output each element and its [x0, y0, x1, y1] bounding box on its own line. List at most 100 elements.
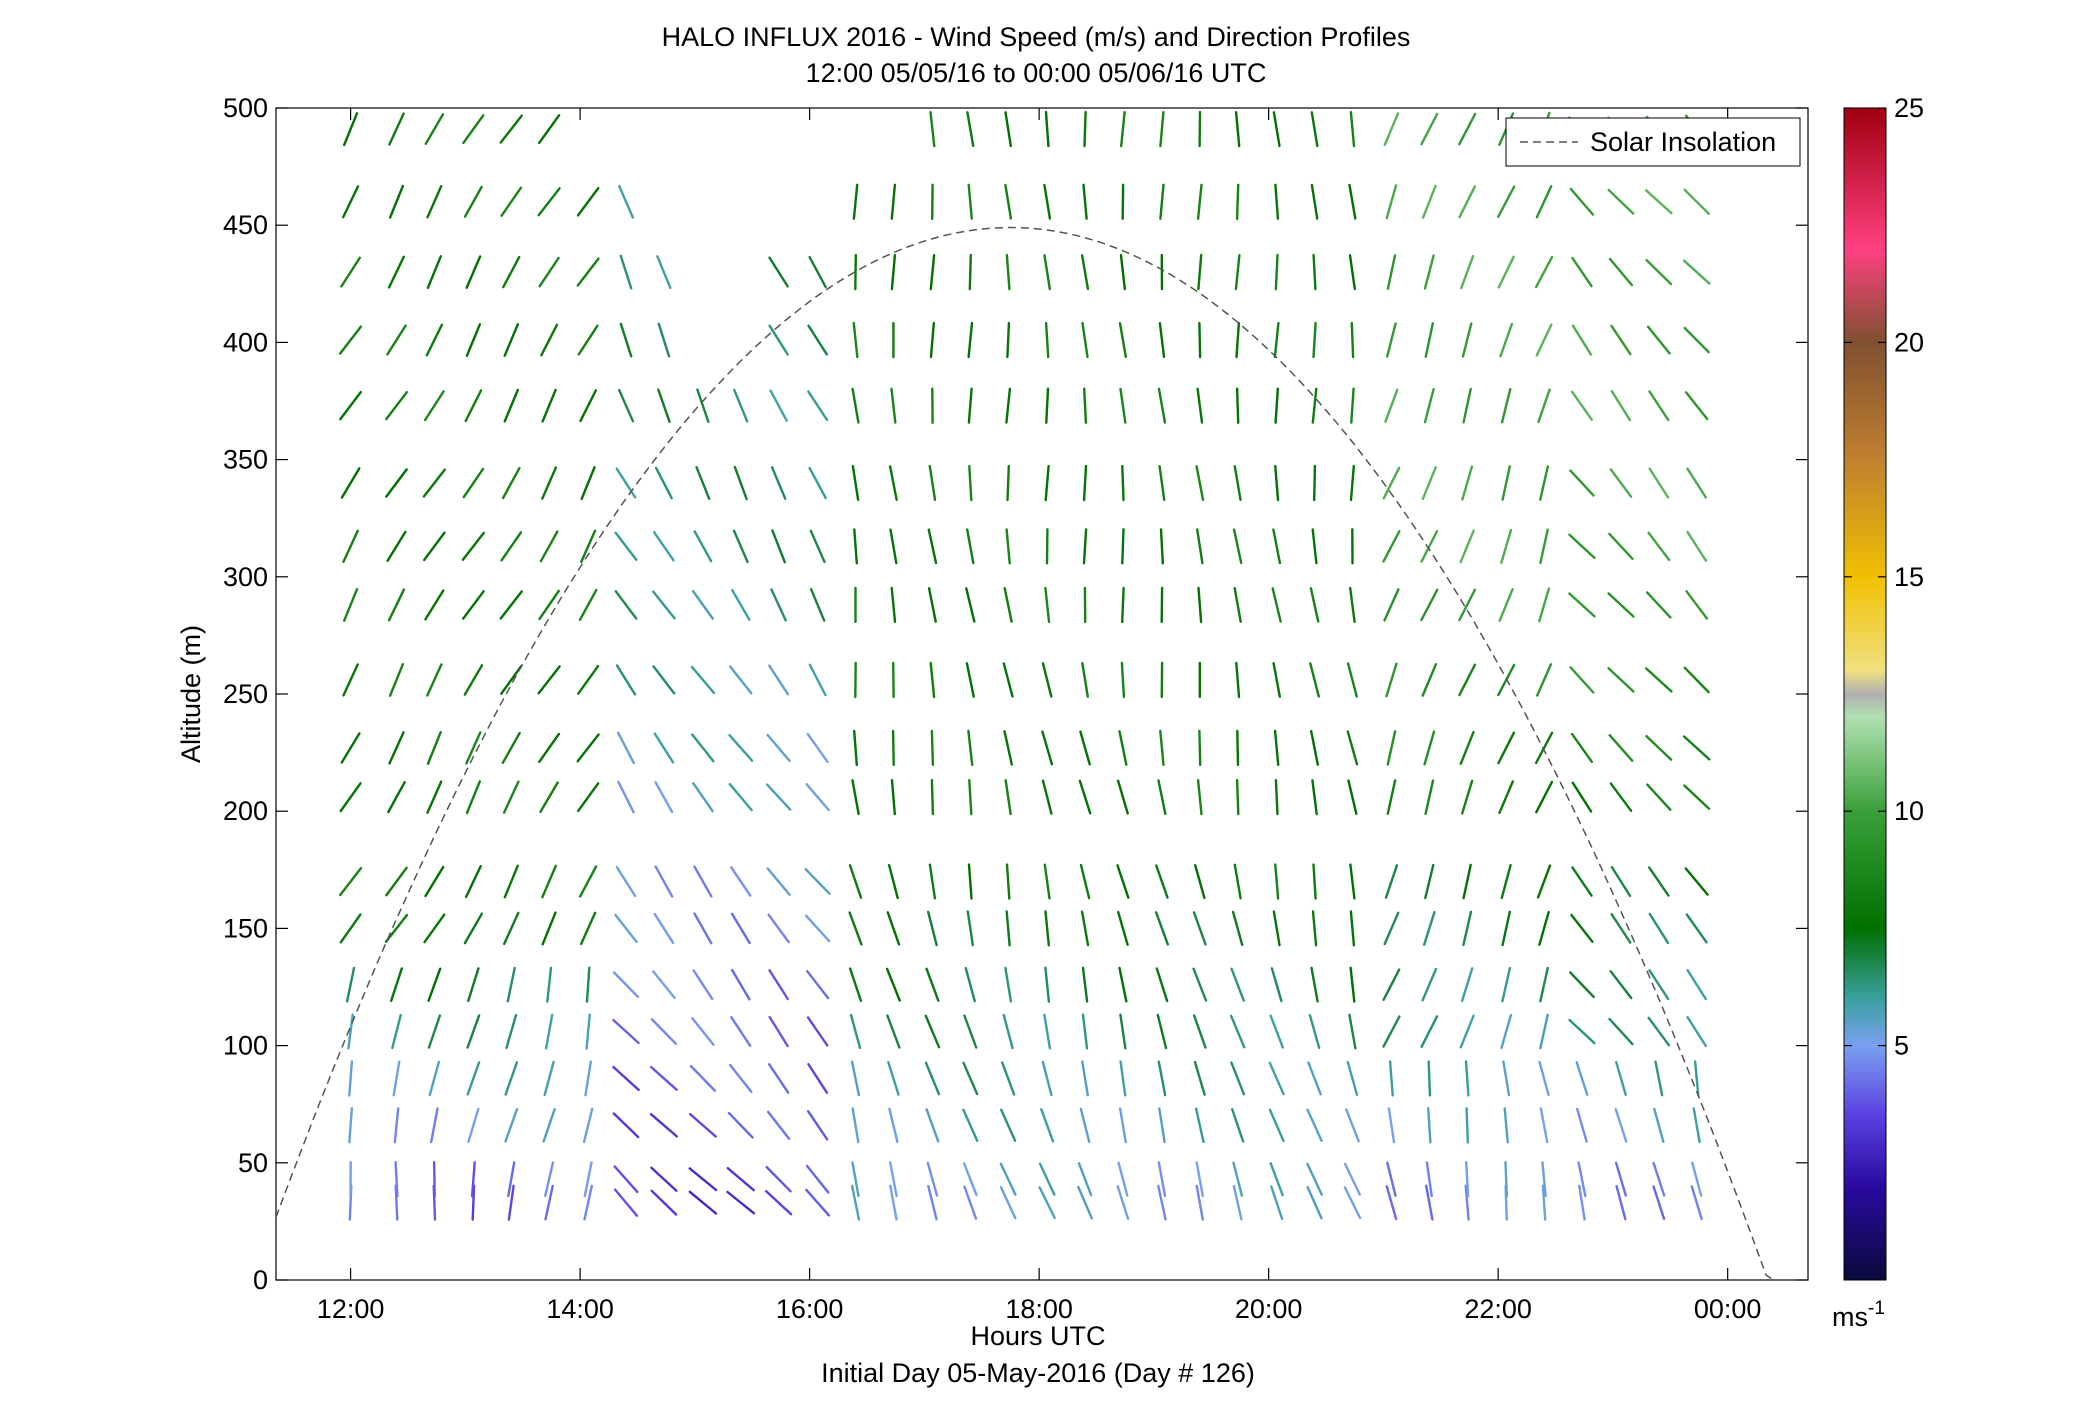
wind-barb — [1080, 254, 1090, 290]
wind-barb — [427, 967, 442, 1002]
x-tick-label: 14:00 — [546, 1294, 614, 1324]
wind-barb — [1423, 254, 1435, 290]
wind-barb — [1652, 1185, 1666, 1221]
wind-barb — [347, 1013, 354, 1050]
wind-barb — [463, 664, 484, 696]
wind-barb — [461, 531, 485, 561]
solar-insolation-curve — [275, 226, 1775, 1281]
wind-barb — [1424, 863, 1435, 900]
wind-barb — [888, 1107, 899, 1144]
wind-barb — [576, 257, 600, 287]
wind-barb — [348, 1060, 354, 1097]
wind-barb — [854, 253, 857, 291]
wind-barb — [848, 864, 863, 899]
wind-barb — [385, 468, 408, 498]
wind-barb — [733, 465, 748, 501]
wind-barb — [1306, 1108, 1323, 1143]
wind-barb — [966, 910, 974, 947]
wind-barb — [1040, 1108, 1055, 1143]
wind-barb — [1686, 1016, 1708, 1048]
wind-barb — [766, 1110, 791, 1140]
wind-barb — [614, 913, 638, 943]
wind-barb — [1311, 910, 1318, 947]
wind-barb — [732, 529, 749, 564]
wind-barb — [1645, 591, 1672, 619]
wind-barb — [929, 110, 936, 148]
wind-barb — [391, 1013, 402, 1050]
wind-barb — [466, 1014, 481, 1049]
wind-barb — [339, 390, 362, 421]
wind-barb — [689, 1064, 716, 1092]
wind-barb — [539, 530, 559, 563]
wind-barb — [807, 324, 828, 356]
wind-barb — [544, 1161, 555, 1198]
wind-barb — [1608, 532, 1634, 560]
wind-barb — [1569, 469, 1595, 497]
chart-subtitle: 12:00 05/05/16 to 00:00 05/06/16 UTC — [806, 58, 1267, 88]
wind-barb — [1157, 779, 1167, 815]
wind-barb — [462, 467, 485, 499]
wind-barb — [1003, 587, 1013, 623]
wind-barb — [1538, 1060, 1550, 1097]
x-axis-label-2: Initial Day 05-May-2016 (Day # 126) — [821, 1358, 1255, 1388]
wind-barb — [650, 1018, 677, 1045]
wind-barb — [1683, 666, 1710, 694]
wind-barb — [580, 529, 597, 564]
wind-barb — [1645, 259, 1673, 286]
wind-barb — [730, 968, 751, 1001]
wind-barb — [467, 967, 480, 1003]
wind-barb — [1272, 111, 1281, 148]
wind-barb — [424, 589, 445, 621]
wind-barb — [1462, 387, 1472, 424]
wind-barb — [1609, 468, 1633, 498]
wind-barb — [1498, 588, 1514, 622]
wind-barb — [585, 1013, 591, 1050]
wind-barb — [618, 184, 634, 219]
wind-barb — [1274, 387, 1280, 424]
wind-barb — [1501, 465, 1512, 501]
wind-barb — [1194, 1107, 1205, 1144]
wind-barb — [1230, 1061, 1246, 1096]
wind-barb — [614, 531, 638, 561]
wind-barb — [1575, 1107, 1588, 1143]
wind-barb — [1310, 966, 1319, 1003]
wind-barb — [1038, 1162, 1056, 1196]
wind-barb — [1503, 1107, 1509, 1144]
wind-barb — [1196, 387, 1204, 424]
wind-barb — [1607, 592, 1635, 618]
wind-barb — [541, 388, 557, 423]
wind-barb — [612, 1065, 640, 1092]
wind-barb — [1348, 1013, 1357, 1050]
wind-barb — [731, 589, 751, 621]
wind-barb — [767, 913, 790, 944]
wind-barb — [652, 970, 676, 1000]
wind-barb — [1458, 663, 1477, 697]
wind-barb — [1272, 662, 1282, 698]
wind-barb — [1268, 1061, 1285, 1096]
wind-barb — [1311, 387, 1318, 424]
wind-barb — [1081, 322, 1089, 359]
wind-barb — [1350, 387, 1355, 424]
wind-barb — [726, 1190, 756, 1215]
wind-barb — [1041, 1060, 1053, 1097]
wind-barb — [1460, 254, 1475, 290]
wind-barb — [1458, 588, 1477, 622]
wind-barb — [1502, 1060, 1511, 1097]
wind-barb — [1005, 253, 1011, 291]
wind-barb — [1121, 464, 1125, 502]
wind-barb — [1610, 865, 1632, 898]
wind-barb — [1459, 1014, 1475, 1049]
wind-barb — [464, 389, 483, 423]
wind-barb — [1002, 662, 1014, 698]
wind-barb — [890, 387, 897, 424]
wind-barb — [887, 863, 899, 900]
colorbar-tick-label: 25 — [1894, 93, 1924, 123]
wind-barb — [927, 1184, 938, 1221]
wind-barb — [1269, 1014, 1285, 1049]
wind-barb — [1116, 910, 1129, 946]
wind-barb — [727, 1111, 754, 1139]
x-axis-label: Hours UTC — [970, 1321, 1105, 1351]
wind-barb — [423, 390, 445, 422]
wind-barb — [541, 466, 558, 500]
wind-barb — [885, 967, 901, 1002]
